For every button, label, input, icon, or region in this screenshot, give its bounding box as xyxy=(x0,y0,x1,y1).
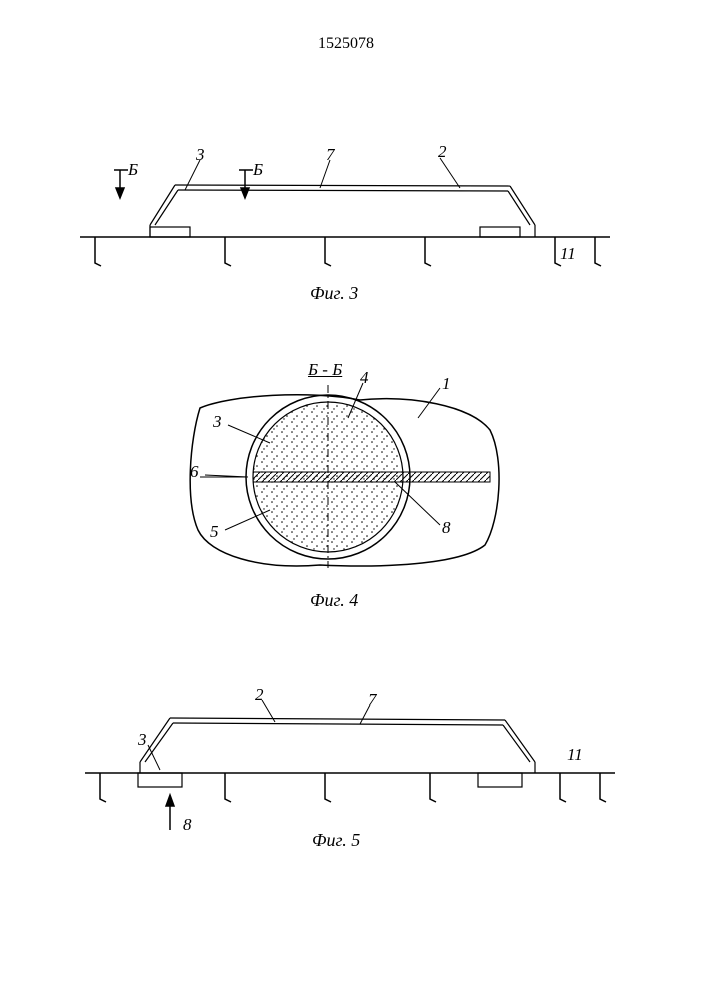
fig5-label-3: 3 xyxy=(138,730,147,750)
fig5-label-11: 11 xyxy=(567,745,583,765)
fig5-label-8: 8 xyxy=(183,815,192,835)
page: 1525078 xyxy=(0,0,707,1000)
fig5-caption: Фиг. 5 xyxy=(312,830,360,851)
fig5-label-7: 7 xyxy=(368,690,377,710)
fig5-label-2: 2 xyxy=(255,685,264,705)
